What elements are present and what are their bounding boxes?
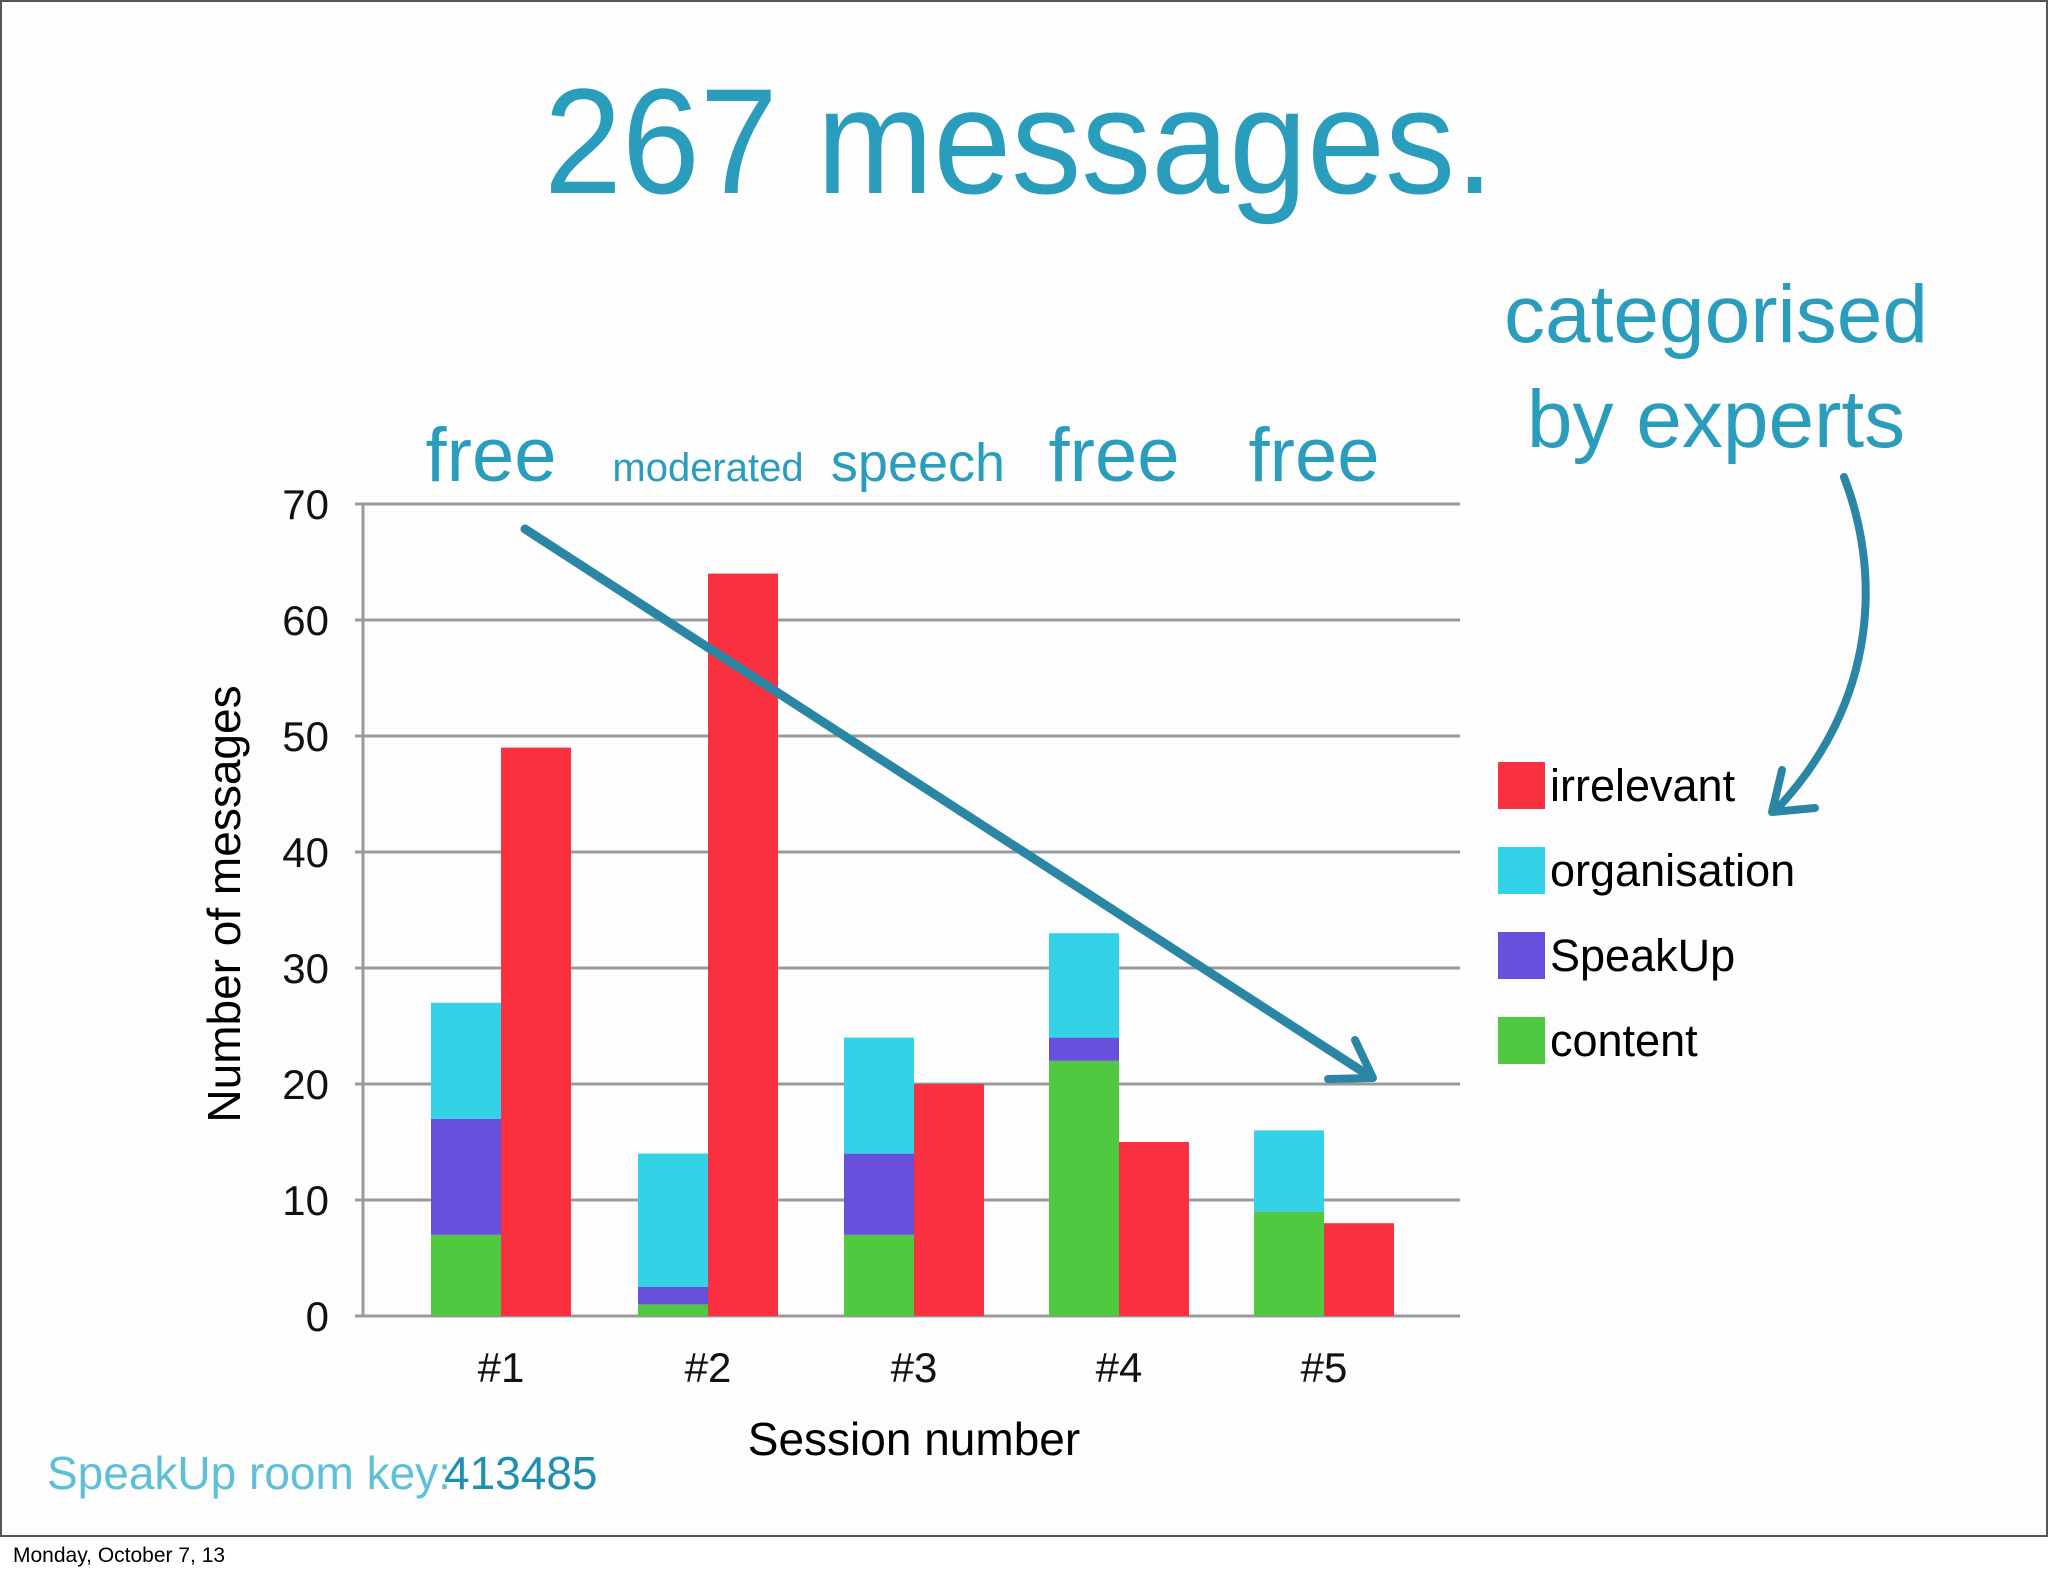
bar: [1049, 1037, 1119, 1061]
legend-label: content: [1550, 1015, 1698, 1066]
arrow-head: [1768, 766, 1819, 816]
bar: [844, 1037, 914, 1154]
legend-swatch: [1498, 762, 1545, 809]
session-label: free: [1249, 413, 1380, 498]
legend-label: organisation: [1550, 845, 1795, 896]
bar: [431, 1002, 501, 1119]
bar: [1119, 1142, 1189, 1316]
annotation: by experts: [1527, 374, 1905, 465]
bar: [638, 1287, 708, 1305]
bar: [1254, 1130, 1324, 1212]
y-tick-label: 60: [282, 597, 329, 644]
title: 267 messages.: [544, 57, 1494, 225]
bar: [431, 1234, 501, 1316]
bar: [844, 1234, 914, 1316]
footer-date: Monday, October 7, 13: [13, 1544, 225, 1567]
arrow-head: [1324, 1036, 1377, 1083]
legend-label: irrelevant: [1550, 760, 1736, 811]
legend-swatch: [1498, 847, 1545, 894]
trend-arrow: [520, 524, 1376, 1082]
legend-swatch: [1498, 1017, 1545, 1064]
bar: [708, 573, 778, 1316]
slide-frame: [0, 0, 2048, 1537]
y-tick-label: 10: [282, 1177, 329, 1224]
bar: [1254, 1211, 1324, 1316]
plot: 0 10 20 30 40 50 60 70 #1 #2 #3 #4 #5 irrelevant organ…: [282, 481, 1795, 1391]
curved-arrow: [1772, 473, 1870, 814]
session-label: free: [1049, 413, 1180, 498]
room-key-label: SpeakUp room key:: [47, 1447, 451, 1499]
session-label: moderated: [612, 446, 803, 490]
bar: [501, 747, 571, 1316]
bar: [914, 1084, 984, 1316]
session-label: speech: [831, 433, 1005, 493]
x-tick-label: #3: [891, 1344, 938, 1391]
room-key: 413485: [444, 1447, 598, 1499]
x-tick-label: #1: [478, 1344, 525, 1391]
bar: [1324, 1223, 1394, 1316]
x-tick-label: #5: [1301, 1344, 1348, 1391]
x-tick-label: #2: [685, 1344, 732, 1391]
x-tick-label: #4: [1096, 1344, 1143, 1391]
bar: [638, 1153, 708, 1287]
y-tick-label: 30: [282, 945, 329, 992]
bar: [844, 1153, 914, 1235]
y-tick-label: 40: [282, 829, 329, 876]
arrows: [520, 473, 1870, 1083]
x-axis-title: Session number: [748, 1413, 1080, 1465]
bar: [1049, 933, 1119, 1038]
annotation: categorised: [1504, 269, 1928, 360]
legend-label: SpeakUp: [1550, 930, 1735, 981]
bar: [638, 1304, 708, 1316]
y-tick-label: 50: [282, 713, 329, 760]
legend-swatch: [1498, 932, 1545, 979]
y-tick-label: 0: [306, 1293, 329, 1340]
bar: [1049, 1060, 1119, 1316]
y-axis-title: Number of messages: [198, 685, 250, 1122]
y-tick-label: 70: [282, 481, 329, 528]
y-tick-label: 20: [282, 1061, 329, 1108]
session-label: free: [426, 413, 557, 498]
bar: [431, 1118, 501, 1235]
